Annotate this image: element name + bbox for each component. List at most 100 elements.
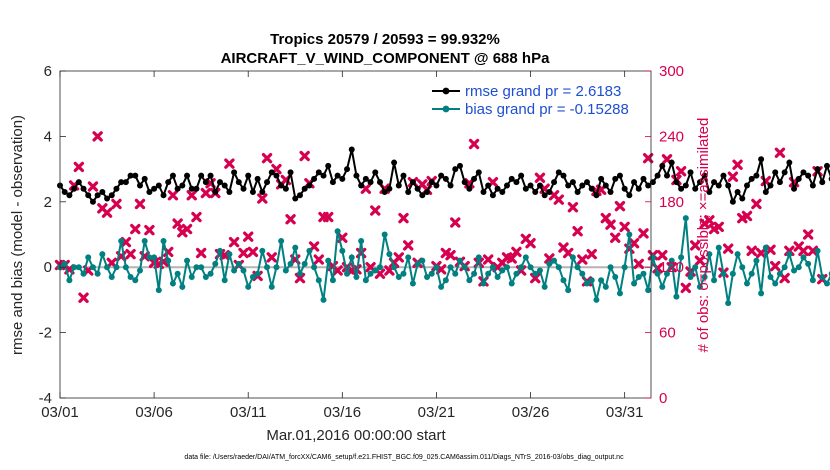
rmse-point bbox=[447, 182, 454, 189]
bias-point bbox=[282, 267, 289, 274]
bias-point bbox=[372, 267, 379, 274]
rmse-point bbox=[607, 188, 614, 195]
rmse-point bbox=[329, 179, 336, 186]
bias-point bbox=[108, 274, 115, 281]
rmse-point bbox=[786, 159, 793, 166]
bias-point bbox=[541, 283, 548, 290]
bias-point bbox=[160, 238, 167, 245]
rmse-point bbox=[419, 192, 426, 199]
bias-point bbox=[729, 270, 736, 277]
rmse-point bbox=[687, 169, 694, 176]
bias-point bbox=[725, 300, 732, 307]
rmse-point bbox=[254, 175, 261, 182]
obs-count-marker bbox=[134, 198, 146, 210]
rmse-point bbox=[442, 175, 449, 182]
obs-count-marker bbox=[614, 200, 626, 212]
bias-point bbox=[494, 274, 501, 281]
rmse-point bbox=[212, 188, 219, 195]
bias-point bbox=[588, 277, 595, 284]
bias-point bbox=[762, 244, 769, 251]
rmse-point bbox=[485, 182, 492, 189]
y-tick-label-right: 60 bbox=[659, 325, 676, 342]
obs-count-marker bbox=[807, 245, 819, 257]
bias-point bbox=[151, 254, 158, 261]
bias-point bbox=[405, 254, 412, 261]
rmse-point bbox=[287, 169, 294, 176]
rmse-point bbox=[461, 179, 468, 186]
bias-point bbox=[743, 280, 750, 287]
bias-point bbox=[631, 280, 638, 287]
bias-point bbox=[814, 247, 821, 254]
obs-count-marker bbox=[87, 181, 99, 192]
bias-point bbox=[207, 270, 214, 277]
rmse-point bbox=[409, 179, 416, 186]
rmse-point bbox=[94, 192, 101, 199]
obs-count-marker bbox=[111, 198, 122, 210]
rmse-point bbox=[160, 192, 167, 199]
rmse-point bbox=[795, 175, 802, 182]
rmse-point bbox=[358, 182, 365, 189]
bias-point bbox=[381, 231, 388, 238]
bias-point bbox=[118, 238, 125, 245]
bias-point bbox=[296, 270, 303, 277]
rmse-point bbox=[311, 175, 318, 182]
bias-point bbox=[791, 267, 798, 274]
bias-point bbox=[122, 264, 129, 271]
y-tick-label: 4 bbox=[44, 128, 52, 145]
rmse-point bbox=[471, 175, 478, 182]
rmse-point bbox=[767, 182, 774, 189]
rmse-point bbox=[99, 188, 106, 195]
obs-count-marker bbox=[727, 171, 739, 182]
rmse-point bbox=[132, 172, 139, 179]
data-file-footnote: data file: /Users/raeder/DAI/ATM_forcXX/… bbox=[184, 454, 624, 461]
obs-count-marker bbox=[713, 221, 724, 233]
bias-point bbox=[645, 287, 652, 294]
rmse-point bbox=[668, 159, 675, 166]
obs-count-marker bbox=[299, 150, 310, 162]
rmse-point bbox=[146, 188, 153, 195]
rmse-point bbox=[61, 188, 68, 195]
bias-point bbox=[485, 270, 492, 277]
bias-point bbox=[273, 264, 280, 271]
rmse-point bbox=[391, 159, 398, 166]
obs-count-marker bbox=[181, 223, 193, 235]
rmse-point bbox=[320, 172, 327, 179]
obs-count-marker bbox=[562, 247, 574, 259]
rmse-point bbox=[66, 192, 73, 199]
bias-point bbox=[315, 277, 322, 284]
rmse-point bbox=[141, 175, 148, 182]
obs-count-marker bbox=[619, 221, 630, 233]
bias-point bbox=[823, 280, 830, 287]
rmse-point bbox=[245, 172, 252, 179]
obs-count-marker bbox=[445, 250, 456, 261]
y-tick-label: 6 bbox=[44, 63, 52, 80]
rmse-point bbox=[381, 188, 388, 195]
legend-box bbox=[428, 79, 647, 119]
bias-point bbox=[504, 264, 511, 271]
legend-bias-label: bias grand pr = -0.15288 bbox=[465, 101, 629, 118]
obs-count-marker bbox=[294, 272, 306, 284]
obs-count-marker bbox=[468, 138, 480, 150]
bias-point bbox=[367, 270, 374, 277]
bias-point bbox=[400, 270, 407, 277]
bias-point bbox=[466, 277, 473, 284]
obs-count-marker bbox=[802, 229, 814, 240]
bias-point bbox=[136, 267, 143, 274]
obs-count-marker bbox=[567, 202, 579, 213]
bias-point bbox=[71, 264, 78, 271]
rmse-point bbox=[819, 179, 826, 186]
bias-point bbox=[522, 254, 529, 261]
rmse-point bbox=[809, 182, 816, 189]
obs-count-marker bbox=[694, 255, 706, 266]
rmse-point bbox=[598, 175, 605, 182]
obs-count-marker bbox=[257, 193, 268, 204]
bias-point bbox=[254, 270, 261, 277]
bias-point bbox=[527, 264, 534, 271]
rmse-point bbox=[259, 188, 266, 195]
obs-count-marker bbox=[751, 198, 762, 210]
bias-point bbox=[715, 244, 722, 251]
rmse-point bbox=[758, 156, 765, 163]
bias-point bbox=[66, 277, 73, 284]
rmse-point bbox=[113, 185, 120, 192]
